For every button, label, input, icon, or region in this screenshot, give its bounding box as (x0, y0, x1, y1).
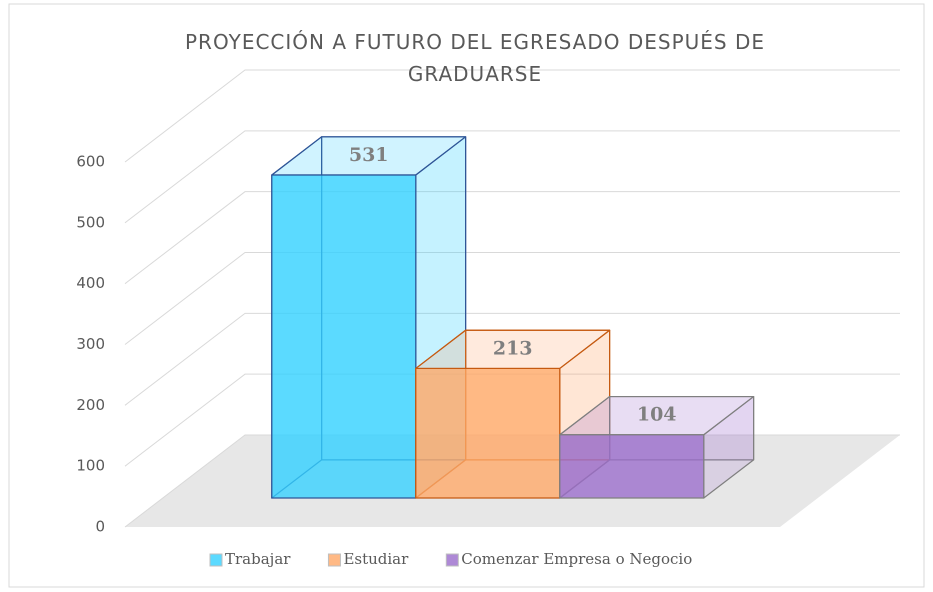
grid-line (124, 69, 900, 163)
y-tick-label: 100 (76, 457, 105, 475)
data-label: 213 (493, 337, 533, 359)
data-label: 531 (349, 144, 389, 166)
legend-swatch (445, 553, 459, 567)
bar-front (415, 367, 561, 499)
grid-line (124, 373, 900, 467)
legend-label: Comenzar Empresa o Negocio (461, 550, 692, 568)
y-tick-label: 0 (95, 518, 105, 536)
grid-line (124, 191, 900, 285)
grid-line (124, 252, 900, 345)
bar-front (559, 434, 705, 499)
y-tick-label: 300 (76, 335, 105, 353)
bar-front (271, 174, 417, 499)
chart-title: PROYECCIÓN A FUTURO DEL EGRESADO DESPUÉS… (185, 30, 765, 86)
data-label: 104 (637, 404, 677, 426)
legend-label: Estudiar (343, 550, 409, 568)
y-tick-label: 600 (76, 153, 105, 171)
y-tick-label: 200 (76, 396, 105, 414)
legend-label: Trabajar (225, 550, 291, 568)
bar (559, 395, 755, 499)
grid-line (124, 130, 900, 224)
y-tick-label: 400 (76, 274, 105, 292)
legend-swatch (209, 553, 223, 567)
legend-swatch (327, 553, 341, 567)
y-tick-label: 500 (76, 213, 105, 231)
grid-line (124, 312, 900, 406)
